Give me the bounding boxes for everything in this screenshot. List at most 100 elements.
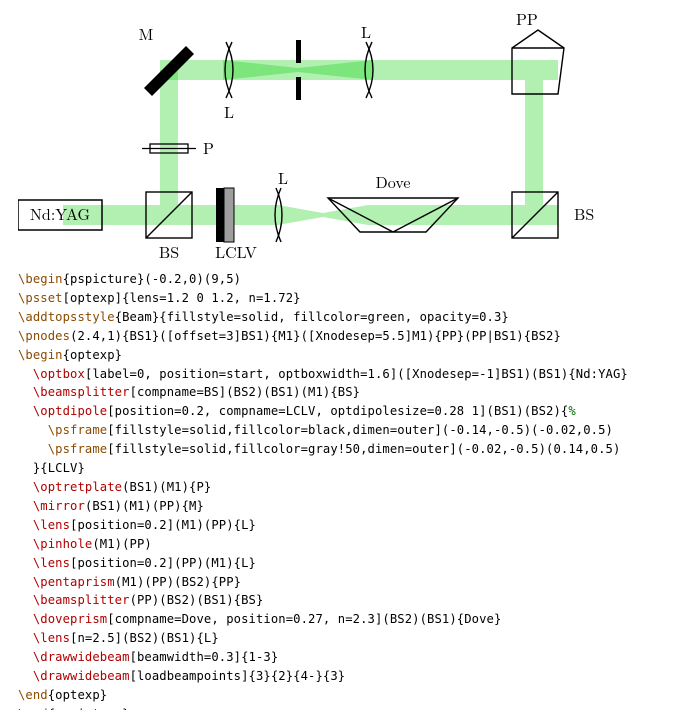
code-line: \drawwidebeam[beamwidth=0.3]{1-3} xyxy=(18,648,677,667)
code-token: \doveprism xyxy=(33,612,107,626)
code-token xyxy=(18,367,33,381)
code-token: {optexp} xyxy=(48,688,108,702)
code-token xyxy=(18,518,33,532)
code-line: \lens[position=0.2](M1)(PP){L} xyxy=(18,516,677,535)
code-token: [position=0.2](PP)(M1){L} xyxy=(70,556,256,570)
code-token: {Beam}{fillstyle=solid, fillcolor=green,… xyxy=(115,310,509,324)
ndyag-label: Nd:YAG xyxy=(30,202,90,225)
code-token: [position=0.2](M1)(PP){L} xyxy=(70,518,256,532)
code-line: \doveprism[compname=Dove, position=0.27,… xyxy=(18,610,677,629)
code-token: \lens xyxy=(33,631,70,645)
code-line: \pentaprism(M1)(PP)(BS2){PP} xyxy=(18,573,677,592)
code-token: \pnodes xyxy=(18,329,70,343)
code-token: [compname=BS](BS2)(BS1)(M1){BS} xyxy=(130,385,361,399)
l-top2-label: L xyxy=(361,20,371,43)
code-token: \beamsplitter xyxy=(33,593,130,607)
code-token: \begin xyxy=(18,348,63,362)
code-token: [position=0.2, compname=LCLV, optdipoles… xyxy=(107,404,568,418)
code-token: \drawwidebeam xyxy=(33,669,130,683)
code-token: [compname=Dove, position=0.27, n=2.3](BS… xyxy=(107,612,501,626)
code-token: [beamwidth=0.3]{1-3} xyxy=(130,650,279,664)
code-token: [fillstyle=solid,fillcolor=black,dimen=o… xyxy=(107,423,613,437)
code-token: (M1)(PP)(BS2){PP} xyxy=(115,575,241,589)
code-token: }{LCLV} xyxy=(18,461,85,475)
code-line: \beamsplitter[compname=BS](BS2)(BS1)(M1)… xyxy=(18,383,677,402)
code-token xyxy=(18,442,48,456)
code-token xyxy=(18,385,33,399)
code-token: \optbox xyxy=(33,367,85,381)
lclv xyxy=(216,188,234,242)
code-line: \psframe[fillstyle=solid,fillcolor=gray!… xyxy=(18,440,677,459)
code-token xyxy=(18,593,33,607)
code-line: \optretplate(BS1)(M1){P} xyxy=(18,478,677,497)
lclv-label: LCLV xyxy=(215,240,257,263)
code-line: \begin{pspicture}(-0.2,0)(9,5) xyxy=(18,270,677,289)
optics-diagram: Nd:YAG BS LCLV L xyxy=(18,10,677,270)
code-line: \optdipole[position=0.2, compname=LCLV, … xyxy=(18,402,677,421)
code-line: \drawwidebeam[loadbeampoints]{3}{2}{4-}{… xyxy=(18,667,677,686)
code-token: [fillstyle=solid,fillcolor=gray!50,dimen… xyxy=(107,442,620,456)
code-token: \mirror xyxy=(33,499,85,513)
code-token xyxy=(18,556,33,570)
code-token: [n=2.5](BS2)(BS1){L} xyxy=(70,631,219,645)
code-token: (BS1)(M1)(PP){M} xyxy=(85,499,204,513)
code-token xyxy=(18,537,33,551)
code-token: \optretplate xyxy=(33,480,122,494)
code-token xyxy=(18,480,33,494)
code-line: \optbox[label=0, position=start, optboxw… xyxy=(18,365,677,384)
code-token: \psframe xyxy=(48,442,108,456)
bs2-label: BS xyxy=(574,202,594,225)
code-line: \beamsplitter(PP)(BS2)(BS1){BS} xyxy=(18,591,677,610)
code-token: (M1)(PP) xyxy=(92,537,152,551)
code-line: \psset[optexp]{lens=1.2 0 1.2, n=1.72} xyxy=(18,289,677,308)
code-listing: \begin{pspicture}(-0.2,0)(9,5)\psset[opt… xyxy=(18,270,677,710)
code-token xyxy=(18,631,33,645)
code-line: \psframe[fillstyle=solid,fillcolor=black… xyxy=(18,421,677,440)
code-line: \end{optexp} xyxy=(18,686,677,705)
m-label: M xyxy=(139,22,154,45)
ndyag-box: Nd:YAG xyxy=(18,200,102,230)
code-token: \lens xyxy=(33,556,70,570)
code-line: \lens[position=0.2](PP)(M1){L} xyxy=(18,554,677,573)
code-token: (PP)(BS2)(BS1){BS} xyxy=(130,593,264,607)
code-line: \pnodes(2.4,1){BS1}([offset=3]BS1){M1}([… xyxy=(18,327,677,346)
code-token: {optexp} xyxy=(63,348,123,362)
code-token: \addtopsstyle xyxy=(18,310,115,324)
bs1-label: BS xyxy=(159,240,179,263)
code-token xyxy=(18,575,33,589)
code-token: \end xyxy=(18,688,48,702)
code-token xyxy=(18,612,33,626)
code-line: \begin{optexp} xyxy=(18,346,677,365)
code-token: \lens xyxy=(33,518,70,532)
p-label: P xyxy=(203,136,214,159)
dove-label: Dove xyxy=(376,170,411,193)
code-token: [loadbeampoints]{3}{2}{4-}{3} xyxy=(130,669,346,683)
code-token: % xyxy=(568,404,575,418)
code-token xyxy=(18,650,33,664)
diagram-svg: Nd:YAG BS LCLV L xyxy=(18,10,678,270)
code-token: \pentaprism xyxy=(33,575,115,589)
code-token: \beamsplitter xyxy=(33,385,130,399)
code-token: \psset xyxy=(18,291,63,305)
code-line: \mirror(BS1)(M1)(PP){M} xyxy=(18,497,677,516)
code-token xyxy=(18,669,33,683)
code-token: {pspicture}(-0.2,0)(9,5) xyxy=(63,272,242,286)
code-token xyxy=(18,423,48,437)
code-line: \addtopsstyle{Beam}{fillstyle=solid, fil… xyxy=(18,308,677,327)
page: Nd:YAG BS LCLV L xyxy=(0,0,695,710)
code-token: \pinhole xyxy=(33,537,93,551)
code-token: [label=0, position=start, optboxwidth=1.… xyxy=(85,367,628,381)
code-line: \end{pspicture} xyxy=(18,705,677,710)
code-token xyxy=(18,404,33,418)
code-token xyxy=(18,499,33,513)
beam-group xyxy=(63,60,558,225)
code-token: [optexp]{lens=1.2 0 1.2, n=1.72} xyxy=(63,291,301,305)
code-line: }{LCLV} xyxy=(18,459,677,478)
code-token: \begin xyxy=(18,272,63,286)
pp-label: PP xyxy=(516,10,538,30)
l-bottom-label: L xyxy=(278,166,288,189)
code-token: (BS1)(M1){P} xyxy=(122,480,211,494)
l-top1-label: L xyxy=(224,100,234,123)
code-token: \drawwidebeam xyxy=(33,650,130,664)
code-token: \optdipole xyxy=(33,404,107,418)
